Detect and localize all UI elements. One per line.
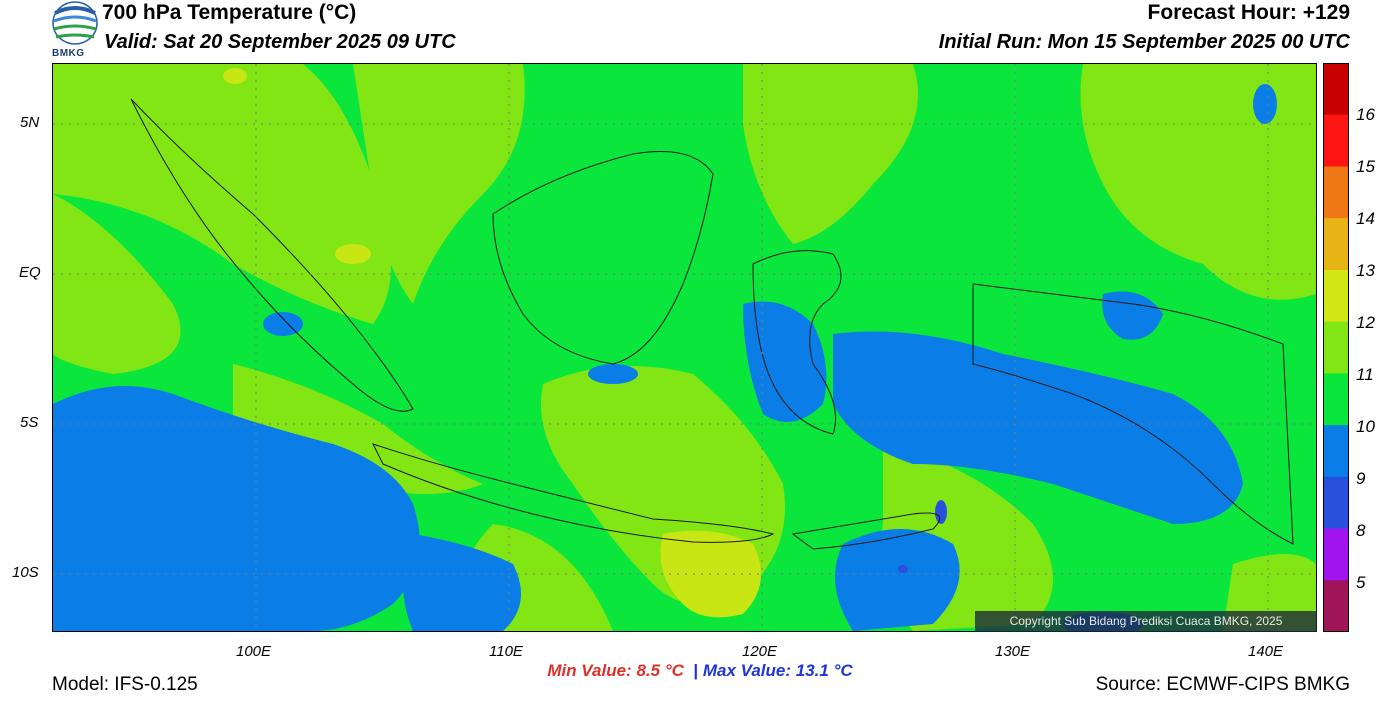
colorbar-swatch: [1323, 321, 1349, 374]
zone-9-10: [53, 84, 1277, 636]
colorbar-swatch: [1323, 114, 1349, 167]
min-value: Min Value: 8.5 °C: [547, 661, 684, 680]
copyright-notice: Copyright Sub Bidang Prediksi Cuaca BMKG…: [975, 611, 1317, 632]
colorbar: [1323, 63, 1349, 633]
colorbar-label-8: 8: [1356, 521, 1366, 540]
lat-label-10s: 10S: [12, 564, 39, 581]
colorbar-swatches: [1323, 63, 1349, 633]
colorbar-label-10: 10: [1356, 417, 1375, 436]
colorbar-swatch: [1323, 373, 1349, 426]
logo-text: BMKG: [52, 48, 85, 59]
colorbar-label-15: 15: [1356, 157, 1375, 176]
colorbar-swatch: [1323, 425, 1349, 478]
lat-label-5s: 5S: [20, 414, 39, 431]
lon-label-100e: 100E: [236, 643, 272, 660]
colorbar-swatch: [1323, 63, 1349, 116]
temperature-map: [52, 63, 1317, 636]
gridlines: [53, 64, 1316, 631]
forecast-hour: Forecast Hour: +129: [1147, 1, 1351, 24]
map-canvas: [53, 64, 1316, 636]
colorbar-swatch: [1323, 528, 1349, 581]
lat-label-eq: EQ: [19, 264, 41, 281]
colorbar-swatch: [1323, 218, 1349, 271]
bmkg-logo: [52, 1, 98, 61]
zone-11-12: [53, 64, 1316, 631]
colorbar-swatch: [1323, 476, 1349, 530]
zone-8-9: [898, 500, 947, 573]
lat-label-5n: 5N: [20, 114, 40, 131]
colorbar-label-16: 16: [1356, 105, 1375, 124]
initial-run: Initial Run: Mon 15 September 2025 00 UT…: [938, 31, 1350, 53]
chart-title: 700 hPa Temperature (°C): [102, 1, 357, 24]
colorbar-swatch: [1323, 269, 1349, 323]
colorbar-swatch: [1323, 580, 1349, 633]
colorbar-label-11: 11: [1356, 365, 1374, 384]
lon-label-130e: 130E: [995, 643, 1031, 660]
lon-label-110e: 110E: [489, 643, 523, 660]
colorbar-label-13: 13: [1356, 261, 1375, 280]
lon-label-120e: 120E: [742, 643, 778, 660]
colorbar-label-9: 9: [1356, 469, 1366, 488]
colorbar-label-5: 5: [1356, 573, 1366, 592]
data-source: Source: ECMWF-CIPS BMKG: [1095, 674, 1350, 695]
colorbar-label-14: 14: [1356, 209, 1375, 228]
coastlines: [130, 98, 1294, 550]
colorbar-swatch: [1323, 166, 1349, 219]
colorbar-border: [1323, 63, 1349, 632]
minmax-separator: |: [693, 661, 699, 680]
colorbar-label-12: 12: [1356, 313, 1375, 332]
model-name: Model: IFS-0.125: [52, 674, 198, 695]
max-value: Max Value: 13.1 °C: [702, 661, 853, 680]
valid-time: Valid: Sat 20 September 2025 09 UTC: [104, 31, 456, 53]
min-max-line: Min Value: 8.5 °C | Max Value: 13.1 °C: [0, 661, 1400, 681]
lon-label-140e: 140E: [1248, 643, 1284, 660]
